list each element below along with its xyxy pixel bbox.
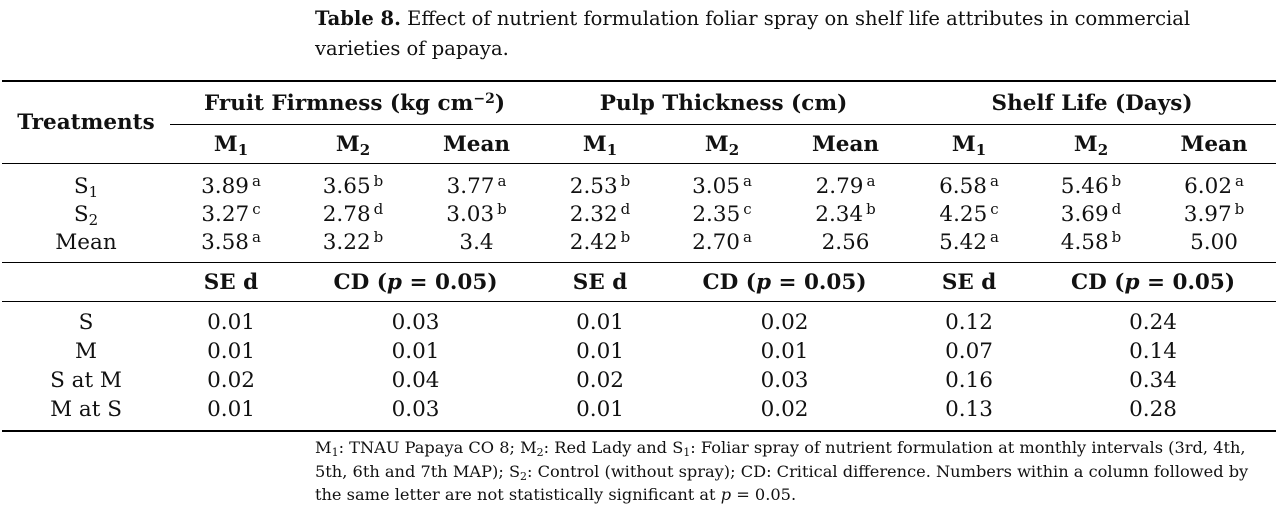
cd-cell: 0.28 (1129, 397, 1177, 422)
sed-cell: 0.12 (945, 310, 993, 335)
data-rows: S1 3.89 a 3.65 b 3.77 a 2.53 b 3.05 a 2.79 a 6.58 a 5.4… (2, 164, 1276, 263)
sed-cell: 0.01 (576, 339, 624, 364)
sed-header: SE d (941, 269, 997, 295)
col-m1: M1 (951, 131, 987, 159)
row-label: S (78, 310, 94, 335)
table-cell: 3.89 a (201, 171, 261, 199)
stats-row: M 0.01 0.01 0.01 0.01 0.07 0.14 (2, 337, 1276, 366)
treatments-header: Treatments (2, 81, 170, 164)
row-label: S1 (73, 173, 99, 201)
cd-cell: 0.02 (760, 310, 809, 335)
sed-cell: 0.02 (207, 368, 255, 393)
row-label: S at M (50, 368, 122, 393)
cd-cell: 0.04 (391, 368, 440, 393)
table-row: S2 3.27 c 2.78 d 3.03 b 2.32 d 2.35 c 2.34 b 4.25 c 3.6… (2, 200, 1276, 228)
stats-row: S at M 0.02 0.04 0.02 0.03 0.16 0.34 (2, 366, 1276, 395)
cd-cell: 0.01 (391, 339, 440, 364)
col-m2: M2 (335, 131, 371, 159)
row-label: Mean (55, 229, 117, 255)
row-label: M (74, 339, 97, 364)
col-m2: M2 (1073, 131, 1109, 159)
sed-cell: 0.13 (945, 397, 993, 422)
cd-cell: 0.03 (391, 310, 440, 335)
table-cell: 3.27 c (201, 199, 261, 227)
table-cell: 4.58 b (1060, 227, 1122, 255)
table-cell: 6.02 a (1184, 171, 1244, 199)
table-cell: 5.00 (1190, 229, 1238, 255)
sed-cell: 0.07 (945, 339, 993, 364)
table-cell: 5.42 a (939, 227, 999, 255)
sed-cell: 0.01 (576, 397, 624, 422)
table-cell: 3.05 a (692, 171, 752, 199)
table-row: Mean 3.58 a 3.22 b 3.4 2.42 b 2.70 a 2.56 5.42 a 4.58… (2, 228, 1276, 263)
col-mean: Mean (442, 131, 511, 157)
sed-cell: 0.01 (207, 397, 255, 422)
table-row: S1 3.89 a 3.65 b 3.77 a 2.53 b 3.05 a 2.79 a 6.58 a 5.4… (2, 164, 1276, 201)
stats-rows: S 0.01 0.03 0.01 0.02 0.12 0.24 M 0.01 0.01 0.01 0.… (2, 302, 1277, 431)
sed-cell: 0.02 (576, 368, 624, 393)
table-cell: 3.03 b (446, 199, 507, 227)
cd-cell: 0.01 (760, 339, 809, 364)
shelf-group-header: Shelf Life (Days) (908, 81, 1277, 125)
table-cell: 3.22 b (322, 227, 384, 255)
cd-cell: 0.34 (1129, 368, 1177, 393)
sed-header: SE d (572, 269, 628, 295)
sed-cell: 0.16 (945, 368, 993, 393)
cd-header: CD (p = 0.05) (1071, 269, 1236, 295)
table-cell: 5.46 b (1060, 171, 1122, 199)
table-cell: 3.4 (459, 229, 494, 255)
col-m1: M1 (582, 131, 618, 159)
table-cell: 3.69 d (1060, 199, 1122, 227)
row-label: S2 (73, 201, 99, 229)
table-cell: 2.42 b (569, 227, 631, 255)
firmness-group-header: Fruit Firmness (kg cm−2) (170, 81, 540, 125)
cd-cell: 0.02 (760, 397, 809, 422)
table-cell: 2.70 a (692, 227, 752, 255)
col-mean: Mean (1180, 131, 1248, 157)
cd-cell: 0.24 (1129, 310, 1177, 335)
shelf-life-table: Treatments Fruit Firmness (kg cm−2) Pulp… (2, 80, 1277, 432)
table-cell: 3.77 a (446, 171, 507, 199)
cd-header: CD (p = 0.05) (702, 269, 867, 295)
stats-row: S 0.01 0.03 0.01 0.02 0.12 0.24 (2, 302, 1276, 338)
table-cell: 2.53 b (569, 171, 631, 199)
row-label: M at S (50, 397, 122, 422)
subcolumn-header-row: M1 M2 Mean M1 M2 Mean M1 M2 Mean (2, 125, 1277, 164)
cd-cell: 0.03 (760, 368, 809, 393)
stats-row: M at S 0.01 0.03 0.01 0.02 0.13 0.28 (2, 395, 1277, 431)
cd-header: CD (p = 0.05) (333, 269, 498, 295)
stats-header-row: SE d CD (p = 0.05) SE d CD (p = 0.05) SE… (2, 262, 1277, 302)
table-cell: 2.32 d (569, 199, 631, 227)
stats-header-blank (2, 263, 170, 302)
pulp-group-header: Pulp Thickness (cm) (539, 81, 909, 125)
table-cell: 6.58 a (939, 171, 999, 199)
sed-cell: 0.01 (207, 310, 255, 335)
table-cell: 2.35 c (692, 199, 752, 227)
table-cell: 3.97 b (1183, 199, 1245, 227)
cd-cell: 0.14 (1129, 339, 1177, 364)
table-cell: 2.56 (821, 229, 870, 255)
table-cell: 2.78 d (322, 199, 384, 227)
caption-label: Table 8. (315, 7, 401, 30)
table-cell: 2.34 b (815, 199, 876, 227)
table-cell: 2.79 a (815, 171, 876, 199)
table-cell: 3.65 b (322, 171, 384, 199)
sed-header: SE d (203, 269, 259, 295)
col-mean: Mean (812, 131, 880, 157)
sed-cell: 0.01 (207, 339, 255, 364)
cd-cell: 0.03 (391, 397, 440, 422)
table-caption: Table 8. Effect of nutrient formulation … (315, 4, 1265, 64)
caption-text: Effect of nutrient formulation foliar sp… (315, 7, 1191, 60)
table-cell: 4.25 c (939, 199, 999, 227)
table-cell: 3.58 a (201, 227, 261, 255)
col-m1: M1 (213, 131, 249, 159)
table-footnote: M1: TNAU Papaya CO 8; M2: Red Lady and S… (315, 438, 1249, 504)
sed-cell: 0.01 (576, 310, 624, 335)
col-m2: M2 (704, 131, 740, 159)
